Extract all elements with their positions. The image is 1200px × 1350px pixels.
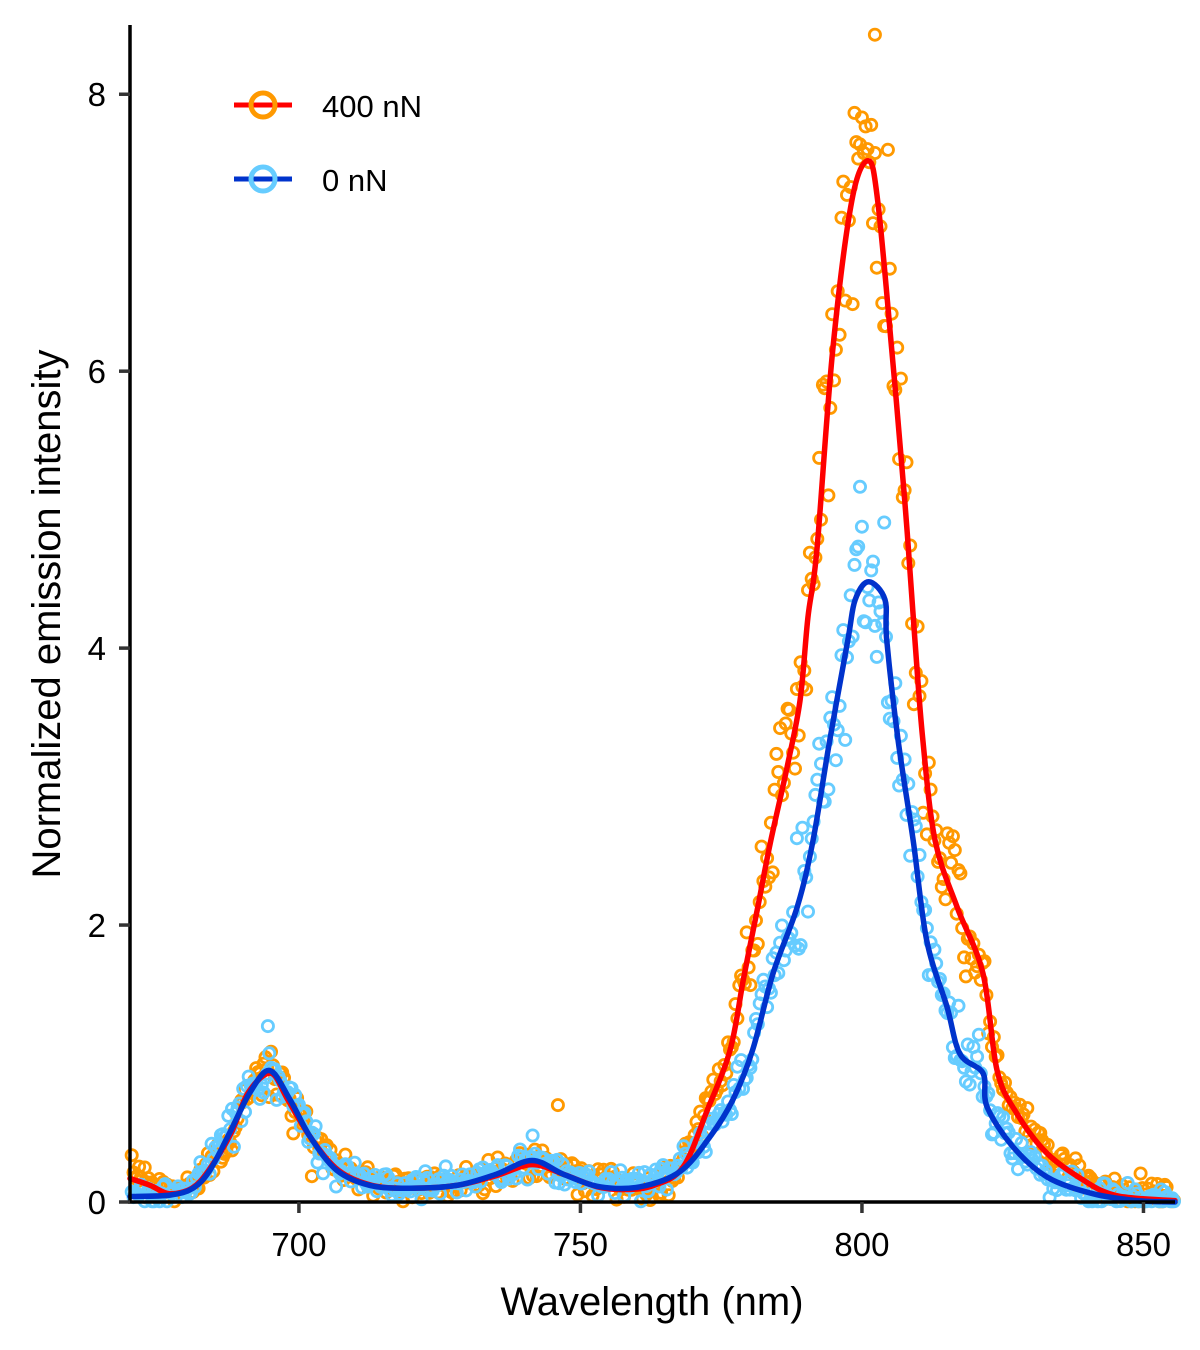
y-tick-label: 2 (88, 907, 106, 944)
data-point (1068, 1151, 1083, 1166)
data-point (821, 488, 836, 503)
data-point (866, 554, 881, 569)
data-point (414, 1192, 429, 1207)
data-point (947, 843, 962, 858)
data-point (1014, 1135, 1029, 1150)
data-point (869, 649, 884, 664)
data-point-outlier (867, 27, 882, 42)
data-point (828, 753, 843, 768)
axes (128, 25, 1175, 1204)
y-tick-label: 8 (88, 76, 106, 113)
data-point (971, 1027, 986, 1042)
y-tick-label: 6 (88, 353, 106, 390)
data-point (867, 618, 882, 633)
data-point (308, 1119, 323, 1134)
data-point (329, 1179, 344, 1194)
data-point (854, 519, 869, 534)
x-axis-title: Wavelength (nm) (500, 1280, 803, 1324)
fit-line-400nN (127, 157, 1178, 1204)
data-point (613, 1163, 628, 1178)
x-ticks: 700 750 800 850 (271, 1202, 1171, 1263)
data-point (778, 716, 793, 731)
data-point (535, 1143, 550, 1158)
data-point (1020, 1101, 1035, 1116)
data-point (880, 142, 895, 157)
data-point (945, 829, 960, 844)
data-point (754, 839, 769, 854)
data-point (953, 866, 968, 881)
data-point (286, 1126, 301, 1141)
data-point (851, 539, 866, 554)
data-point (864, 563, 879, 578)
data-point (676, 1139, 691, 1154)
y-tick-label: 0 (88, 1184, 106, 1221)
data-point (869, 260, 884, 275)
data-point (262, 1046, 277, 1061)
data-point (316, 1166, 331, 1181)
data-point (962, 1077, 977, 1092)
data-point (970, 1049, 985, 1064)
scatter-points-layer (124, 27, 1182, 1209)
legend-label-0nN: 0 nN (322, 163, 387, 198)
data-point (938, 892, 953, 907)
data-point (847, 557, 862, 572)
data-point (789, 831, 804, 846)
data-point (801, 904, 816, 919)
data-point (520, 1172, 535, 1187)
fit-lines-layer (127, 157, 1178, 1205)
data-point-outlier (525, 1128, 540, 1143)
fit-line-0nN (127, 578, 1178, 1205)
data-point (957, 950, 972, 965)
y-axis-title: Normalized emission intensity (25, 349, 69, 878)
data-point (782, 702, 797, 717)
data-point (1033, 1126, 1048, 1141)
data-point (867, 145, 882, 160)
data-point (775, 918, 790, 933)
series-points-400nN (124, 27, 1182, 1209)
data-point (951, 998, 966, 1013)
data-point (877, 515, 892, 530)
legend-marker-400nN (248, 90, 278, 120)
data-point (513, 1142, 528, 1157)
legend-marker-0nN (248, 164, 278, 194)
data-point (793, 938, 808, 953)
data-point (795, 820, 810, 835)
data-point (490, 1158, 505, 1173)
legend: 400 nN 0 nN (234, 89, 422, 198)
data-point-outlier (260, 1019, 275, 1034)
data-point (853, 479, 868, 494)
legend-item-0nN: 0 nN (234, 163, 387, 198)
data-point (788, 761, 803, 776)
data-point (864, 117, 879, 132)
x-tick-label: 800 (834, 1226, 889, 1263)
y-ticks: 0 2 4 6 8 (88, 76, 130, 1221)
data-point (1133, 1166, 1148, 1181)
x-tick-label: 850 (1116, 1226, 1171, 1263)
data-point (659, 1182, 674, 1197)
data-point (944, 855, 959, 870)
data-point (304, 1169, 319, 1184)
data-point (771, 765, 786, 780)
data-point (410, 1172, 425, 1187)
x-tick-label: 750 (553, 1226, 608, 1263)
x-tick-label: 700 (271, 1226, 326, 1263)
data-point (845, 297, 860, 312)
data-point (256, 1085, 271, 1100)
y-tick-label: 4 (88, 630, 106, 667)
data-point (418, 1164, 433, 1179)
data-point-outlier (550, 1098, 565, 1113)
data-point (381, 1170, 396, 1185)
data-point (555, 1157, 570, 1172)
data-point (769, 746, 784, 761)
legend-item-400nN: 400 nN (234, 89, 422, 124)
data-point (838, 732, 853, 747)
data-point (226, 1139, 241, 1154)
data-point (221, 1108, 236, 1123)
data-point (812, 736, 827, 751)
legend-label-400nN: 400 nN (322, 89, 422, 124)
